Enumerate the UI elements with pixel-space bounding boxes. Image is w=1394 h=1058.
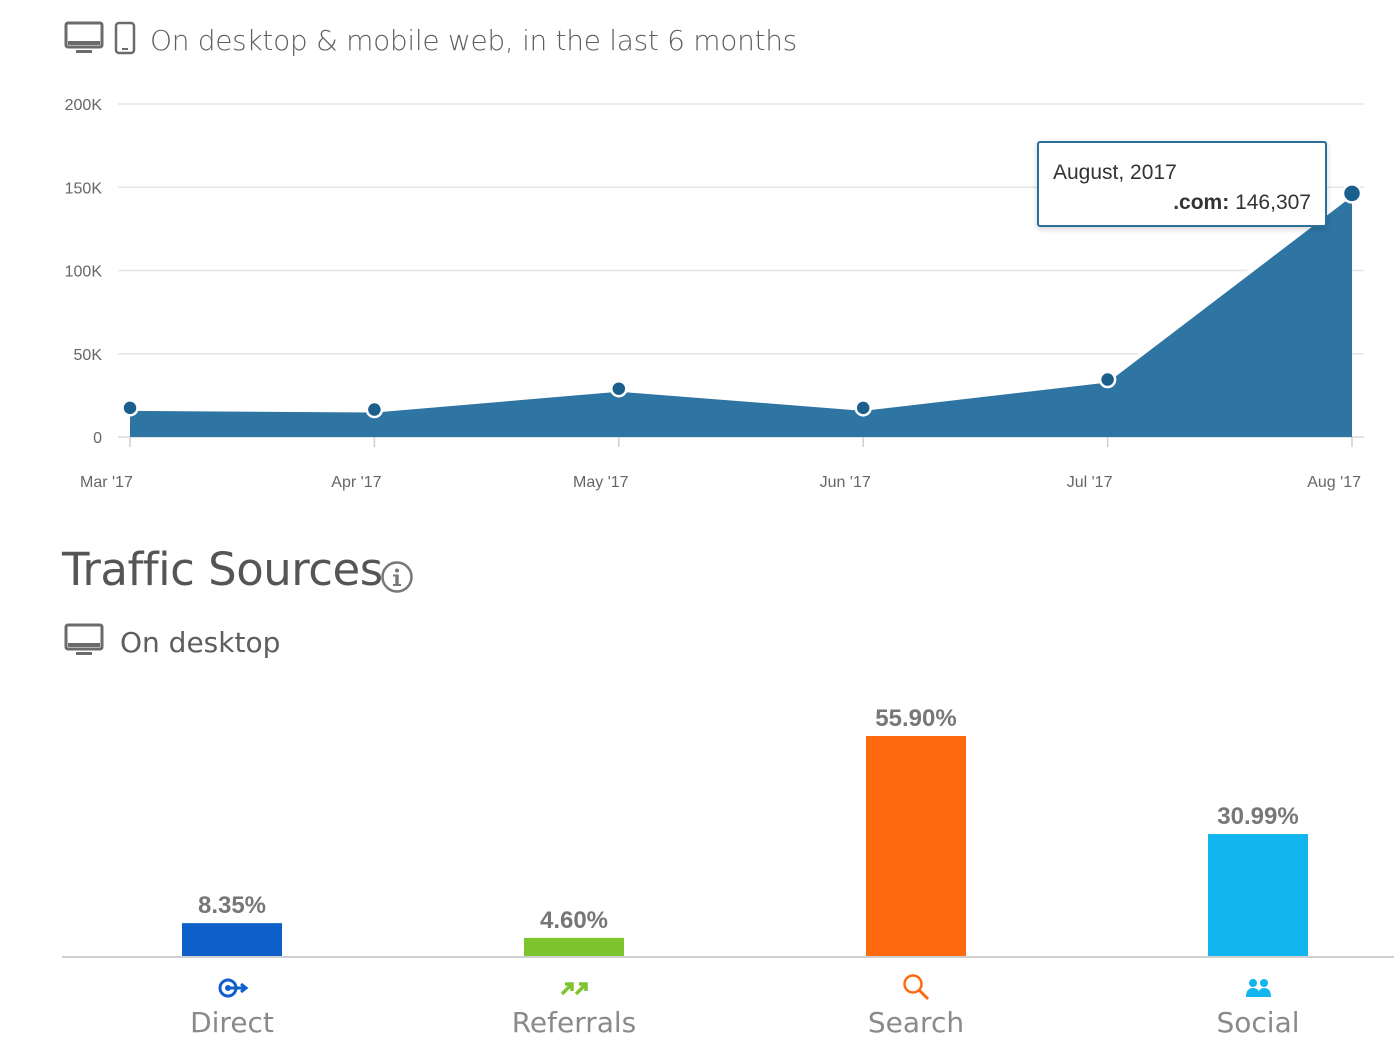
x-tick-label: Mar '17 [80, 474, 133, 491]
x-tick-label: Aug '17 [1307, 474, 1361, 491]
data-point [854, 399, 872, 417]
y-tick-label: 150K [65, 180, 103, 197]
y-tick-label: 50K [74, 347, 103, 364]
data-point [1341, 183, 1363, 204]
visits-header: On desktop & mobile web, in the last 6 m… [64, 18, 797, 62]
y-tick-label: 100K [65, 264, 103, 281]
y-tick-label: 200K [65, 97, 103, 114]
x-tick-label: May '17 [573, 474, 629, 491]
series-line [129, 191, 1354, 412]
bar-value-label: 8.35% [198, 892, 266, 919]
search-icon-handle [917, 988, 930, 1001]
bar-referrals [524, 937, 624, 956]
info-icon[interactable] [380, 560, 414, 599]
traffic-sources-title: Traffic Sources [62, 543, 383, 596]
tooltip-date: August, 2017 [1053, 161, 1177, 184]
bar-value-label: 30.99% [1217, 803, 1298, 830]
subheader-text: On desktop [120, 625, 281, 659]
bar-social [1208, 834, 1308, 956]
bar-value-label: 4.60% [540, 907, 608, 934]
search-icon-lens [903, 974, 923, 994]
x-tick-label: Apr '17 [331, 474, 381, 491]
social-icon-body-b [1258, 988, 1271, 997]
bar-search [866, 736, 966, 956]
data-point [610, 379, 628, 398]
bar-value-label: 55.90% [875, 705, 956, 732]
data-point [121, 399, 139, 417]
social-icon-head-a [1249, 979, 1257, 987]
social-icon-head-b [1260, 979, 1268, 987]
referrals-arrow-b [574, 982, 588, 996]
category-label: Direct [190, 1006, 274, 1039]
category-label: Social [1216, 1006, 1299, 1039]
social-icon-body-a [1246, 988, 1260, 997]
x-tick-label: Jun '17 [820, 474, 871, 491]
referrals-arrow-a [560, 982, 574, 996]
visits-header-text: On desktop & mobile web, in the last 6 m… [150, 23, 797, 57]
desktop-icon [64, 21, 104, 60]
tooltip-value-row: .com: 146,307 [1173, 191, 1311, 215]
traffic-sources-subheader: On desktop [64, 620, 280, 664]
chart-tooltip: August, 2017 .com: 146,307 [1037, 141, 1327, 227]
y-tick-label: 0 [93, 430, 102, 447]
direct-icon-dot [225, 985, 231, 991]
direct-icon-arrow [230, 982, 249, 994]
data-point [1098, 370, 1117, 389]
mobile-icon [114, 21, 136, 60]
x-tick-label: Jul '17 [1067, 474, 1113, 491]
social-icon [1246, 979, 1271, 997]
search-icon [903, 974, 930, 1001]
traffic-sources-bar-chart: 8.35% Direct 4.60% Referrals 55.90% Search 30.… [62, 705, 1394, 1039]
direct-icon [218, 978, 249, 998]
category-label: Search [868, 1006, 964, 1039]
tooltip-series-label: .com: [1173, 191, 1230, 214]
desktop-icon [64, 623, 104, 662]
tooltip-value: 146,307 [1235, 191, 1311, 214]
referrals-icon [560, 982, 588, 996]
category-label: Referrals [512, 1006, 637, 1039]
series-area [130, 196, 1352, 437]
bar-direct [182, 923, 282, 956]
data-point [365, 400, 384, 419]
